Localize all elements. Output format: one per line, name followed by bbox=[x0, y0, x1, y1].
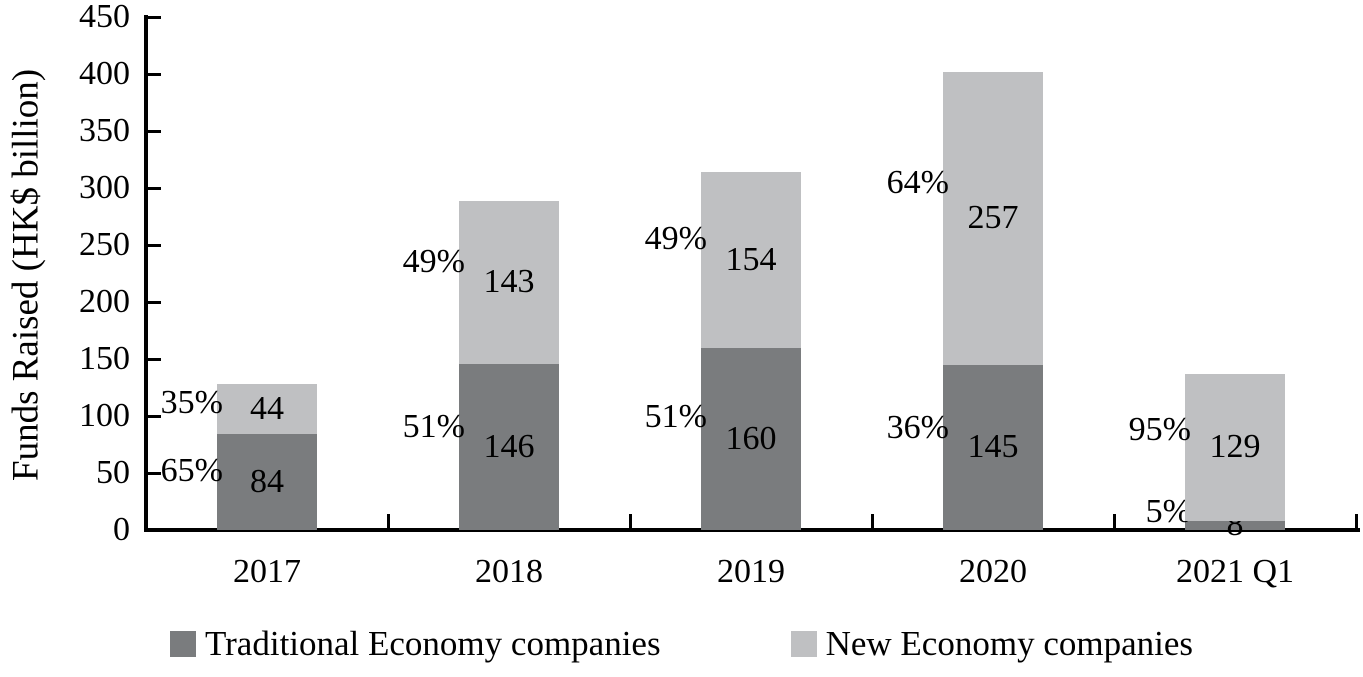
y-tick-label: 200 bbox=[79, 283, 130, 320]
y-tick-label: 0 bbox=[113, 511, 130, 548]
y-tick-mark bbox=[148, 300, 161, 304]
y-tick-label: 50 bbox=[96, 454, 130, 491]
legend: Traditional Economy companies New Econom… bbox=[0, 624, 1363, 664]
legend-item-traditional-economy: Traditional Economy companies bbox=[170, 624, 661, 664]
bar-value-label: 129 bbox=[1209, 428, 1261, 466]
bar-segment-traditional-2020 bbox=[943, 364, 1043, 530]
bar-segment-traditional-2021-Q1 bbox=[1185, 520, 1285, 530]
bar-percent-label: 95% bbox=[1128, 410, 1191, 448]
bar-value-label: 143 bbox=[483, 263, 535, 301]
y-tick-mark bbox=[148, 414, 161, 418]
x-category-label: 2017 bbox=[233, 553, 301, 590]
legend-swatch-new-icon bbox=[790, 631, 817, 657]
y-tick-mark bbox=[148, 243, 161, 247]
bar-segment-new-2019 bbox=[701, 172, 801, 348]
x-category-label: 2019 bbox=[717, 553, 785, 590]
bar-segment-new-2018 bbox=[459, 200, 559, 364]
y-tick-label: 100 bbox=[79, 397, 130, 434]
x-tick-mark bbox=[386, 514, 390, 528]
x-tick-mark bbox=[1112, 514, 1116, 528]
bar-value-label: 160 bbox=[725, 419, 777, 457]
bar-segment-traditional-2019 bbox=[701, 347, 801, 530]
bar-value-label: 146 bbox=[483, 427, 535, 465]
bar-percent-label: 64% bbox=[886, 164, 949, 202]
y-tick-label: 150 bbox=[79, 340, 130, 377]
y-tick-label: 450 bbox=[79, 0, 130, 35]
x-tick-mark bbox=[1354, 514, 1358, 528]
x-category-label: 2020 bbox=[959, 553, 1027, 590]
y-axis-line bbox=[144, 15, 148, 532]
y-tick-label: 250 bbox=[79, 226, 130, 263]
x-category-label: 2018 bbox=[475, 553, 543, 590]
bar-value-label: 145 bbox=[967, 428, 1019, 466]
x-axis-line bbox=[144, 528, 1360, 532]
bar-percent-label: 35% bbox=[160, 384, 223, 422]
bar-segment-new-2020 bbox=[943, 71, 1043, 365]
y-tick-mark bbox=[148, 357, 161, 361]
bar-value-label: 44 bbox=[250, 390, 284, 428]
bar-percent-label: 5% bbox=[1145, 493, 1191, 530]
y-tick-label: 300 bbox=[79, 169, 130, 206]
bar-percent-label: 36% bbox=[886, 408, 949, 446]
y-tick-mark bbox=[148, 72, 161, 76]
bar-percent-label: 65% bbox=[160, 451, 223, 489]
bar-percent-label: 49% bbox=[402, 243, 465, 281]
y-tick-mark bbox=[148, 471, 161, 475]
y-tick-label: 400 bbox=[79, 55, 130, 92]
x-tick-mark bbox=[628, 514, 632, 528]
bar-value-label: 84 bbox=[250, 463, 284, 501]
bar-segment-new-2021-Q1 bbox=[1185, 373, 1285, 521]
bar-percent-label: 51% bbox=[644, 397, 707, 435]
legend-label-traditional: Traditional Economy companies bbox=[205, 624, 661, 663]
x-category-label: 2021 Q1 bbox=[1175, 553, 1295, 590]
bar-value-label: 154 bbox=[725, 240, 777, 278]
legend-swatch-traditional-icon bbox=[170, 631, 196, 657]
legend-label-new: New Economy companies bbox=[825, 624, 1193, 663]
bar-percent-label: 49% bbox=[644, 219, 707, 257]
bar-segment-traditional-2017 bbox=[217, 434, 317, 530]
y-tick-mark bbox=[148, 528, 161, 532]
y-tick-mark bbox=[148, 186, 161, 190]
x-tick-mark bbox=[870, 514, 874, 528]
legend-item-new-economy: New Economy companies bbox=[790, 624, 1193, 664]
bar-segment-traditional-2018 bbox=[459, 363, 559, 530]
bar-segment-new-2017 bbox=[217, 384, 317, 435]
bar-value-label: 257 bbox=[967, 199, 1019, 237]
y-tick-label: 350 bbox=[79, 112, 130, 149]
y-tick-mark bbox=[148, 15, 161, 19]
y-tick-mark bbox=[148, 129, 161, 133]
bar-percent-label: 51% bbox=[402, 407, 465, 445]
